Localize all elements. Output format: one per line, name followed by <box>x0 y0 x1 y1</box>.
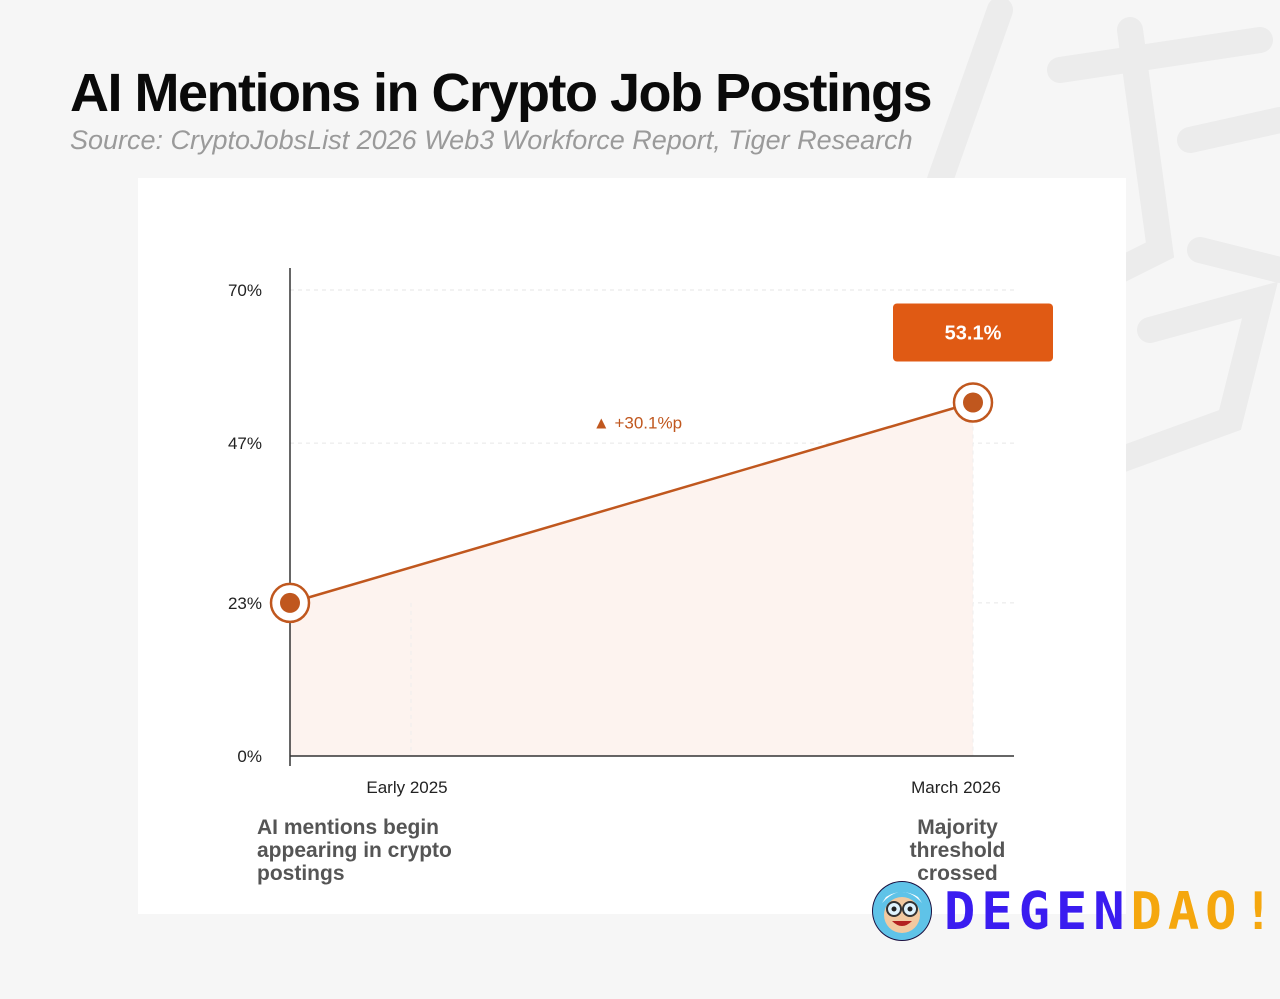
line-chart: 0% 23% 47% 70% Early 2025 March 2026 ▲ +30.1… <box>228 268 1053 797</box>
x-tick-labels: Early 2025 March 2026 <box>366 778 1001 797</box>
value-callout-label: 53.1% <box>945 323 1002 345</box>
page-subtitle: Source: CryptoJobsList 2026 Web3 Workfor… <box>70 125 913 155</box>
brand-wordmark-part2: DAO! <box>1130 882 1280 942</box>
y-tick-label: 70% <box>228 281 262 300</box>
data-point <box>952 382 994 423</box>
series-line <box>289 401 974 605</box>
value-callout: 53.1% <box>893 303 1053 362</box>
note-end: Majority threshold crossed <box>909 816 1006 885</box>
x-tick-label: March 2026 <box>911 778 1001 797</box>
axes <box>289 268 1014 766</box>
brand-logo: DEGENDAO! <box>872 880 1274 944</box>
area-fill-layer <box>290 402 974 756</box>
series-layer <box>269 382 994 624</box>
y-tick-label: 47% <box>228 434 262 453</box>
value-callout-box <box>893 303 1053 362</box>
delta-annotation-label: ▲ +30.1%p <box>593 414 682 433</box>
chart-card: 0% 23% 47% 70% Early 2025 March 2026 ▲ +30.1… <box>138 178 1126 914</box>
brand-wordmark: DEGENDAO! <box>944 882 1280 942</box>
y-tick-label: 23% <box>228 594 262 613</box>
page-title: AI Mentions in Crypto Job Postings <box>70 63 933 123</box>
area-fill <box>290 402 973 756</box>
y-tick-labels: 0% 23% 47% 70% <box>228 281 262 766</box>
note-start: AI mentions begin appearing in crypto po… <box>257 816 452 885</box>
cartoon-scientist-avatar-icon <box>872 881 932 941</box>
delta-annotation: ▲ +30.1%p <box>593 414 682 433</box>
y-tick-label: 0% <box>237 747 262 766</box>
x-tick-label: Early 2025 <box>366 778 447 797</box>
brand-wordmark-part1: DEGEN <box>944 882 1131 942</box>
data-point <box>269 582 311 624</box>
